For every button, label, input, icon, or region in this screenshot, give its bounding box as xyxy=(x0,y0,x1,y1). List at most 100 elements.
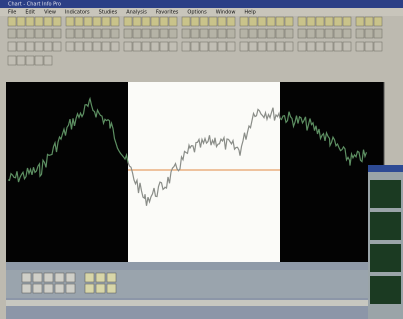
toolbar-button[interactable] xyxy=(26,29,34,38)
toolbar-button[interactable] xyxy=(325,29,333,38)
toolbar-button[interactable] xyxy=(8,17,16,26)
toolbar-button[interactable] xyxy=(209,17,217,26)
control-button[interactable] xyxy=(96,273,105,282)
toolbar-button[interactable] xyxy=(285,29,293,38)
toolbar-button[interactable] xyxy=(298,17,306,26)
toolbar-button[interactable] xyxy=(75,17,83,26)
toolbar-button[interactable] xyxy=(44,56,52,65)
toolbar-button[interactable] xyxy=(307,17,315,26)
control-button[interactable] xyxy=(66,284,75,293)
toolbar-button[interactable] xyxy=(102,29,110,38)
toolbar-button[interactable] xyxy=(93,17,101,26)
toolbar-button[interactable] xyxy=(124,42,132,51)
toolbar-button[interactable] xyxy=(191,29,199,38)
toolbar-button[interactable] xyxy=(267,42,275,51)
toolbar-button[interactable] xyxy=(343,42,351,51)
menu-item[interactable]: Edit xyxy=(25,10,35,16)
toolbar-button[interactable] xyxy=(133,17,141,26)
control-button[interactable] xyxy=(107,273,116,282)
toolbar-button[interactable] xyxy=(218,29,226,38)
control-button[interactable] xyxy=(66,273,75,282)
toolbar-button[interactable] xyxy=(240,17,248,26)
toolbar-button[interactable] xyxy=(17,42,25,51)
toolbar-button[interactable] xyxy=(142,42,150,51)
toolbar-button[interactable] xyxy=(325,42,333,51)
toolbar-button[interactable] xyxy=(365,42,373,51)
menu-item[interactable]: Analysis xyxy=(126,10,147,16)
toolbar-button[interactable] xyxy=(240,42,248,51)
toolbar-button[interactable] xyxy=(307,29,315,38)
toolbar-button[interactable] xyxy=(374,29,382,38)
toolbar-button[interactable] xyxy=(160,17,168,26)
toolbar-button[interactable] xyxy=(182,29,190,38)
toolbar-button[interactable] xyxy=(249,42,257,51)
toolbar-button[interactable] xyxy=(75,29,83,38)
toolbar-button[interactable] xyxy=(258,17,266,26)
toolbar-button[interactable] xyxy=(169,17,177,26)
toolbar-button[interactable] xyxy=(44,17,52,26)
toolbar-button[interactable] xyxy=(17,56,25,65)
toolbar-button[interactable] xyxy=(200,17,208,26)
toolbar-button[interactable] xyxy=(169,29,177,38)
toolbar-button[interactable] xyxy=(8,29,16,38)
toolbar-button[interactable] xyxy=(343,17,351,26)
menu-item[interactable]: Window xyxy=(216,10,236,16)
toolbar-button[interactable] xyxy=(75,42,83,51)
toolbar-button[interactable] xyxy=(356,42,364,51)
toolbar-button[interactable] xyxy=(133,29,141,38)
toolbar-button[interactable] xyxy=(182,17,190,26)
toolbar-button[interactable] xyxy=(66,29,74,38)
toolbar-button[interactable] xyxy=(35,17,43,26)
menu-item[interactable]: Options xyxy=(187,10,207,16)
toolbar-button[interactable] xyxy=(124,29,132,38)
menu-item[interactable]: View xyxy=(44,10,56,16)
toolbar-button[interactable] xyxy=(169,42,177,51)
toolbar-button[interactable] xyxy=(17,29,25,38)
toolbar-button[interactable] xyxy=(35,42,43,51)
toolbar-button[interactable] xyxy=(356,29,364,38)
toolbar-button[interactable] xyxy=(191,17,199,26)
toolbar-button[interactable] xyxy=(307,42,315,51)
control-button[interactable] xyxy=(22,273,31,282)
toolbar-button[interactable] xyxy=(84,42,92,51)
toolbar-button[interactable] xyxy=(249,29,257,38)
toolbar-button[interactable] xyxy=(102,17,110,26)
toolbar-button[interactable] xyxy=(200,29,208,38)
toolbar-button[interactable] xyxy=(316,42,324,51)
toolbar-button[interactable] xyxy=(334,42,342,51)
menu-item[interactable]: Studies xyxy=(99,10,118,16)
toolbar-button[interactable] xyxy=(276,17,284,26)
toolbar-button[interactable] xyxy=(276,42,284,51)
toolbar-button[interactable] xyxy=(191,42,199,51)
toolbar-button[interactable] xyxy=(8,56,16,65)
toolbar-button[interactable] xyxy=(182,42,190,51)
toolbar-button[interactable] xyxy=(316,17,324,26)
toolbar-button[interactable] xyxy=(8,42,16,51)
toolbar-button[interactable] xyxy=(267,17,275,26)
toolbar-button[interactable] xyxy=(298,29,306,38)
toolbar-button[interactable] xyxy=(102,42,110,51)
toolbar-button[interactable] xyxy=(227,29,235,38)
toolbar-button[interactable] xyxy=(53,42,61,51)
toolbar-button[interactable] xyxy=(200,42,208,51)
control-button[interactable] xyxy=(85,284,94,293)
toolbar-button[interactable] xyxy=(374,17,382,26)
toolbar-button[interactable] xyxy=(209,42,217,51)
toolbar-button[interactable] xyxy=(142,17,150,26)
toolbar-button[interactable] xyxy=(285,17,293,26)
toolbar-button[interactable] xyxy=(160,42,168,51)
menu-item[interactable]: File xyxy=(8,10,16,16)
toolbar-button[interactable] xyxy=(218,17,226,26)
toolbar-button[interactable] xyxy=(26,42,34,51)
toolbar-button[interactable] xyxy=(66,17,74,26)
toolbar-button[interactable] xyxy=(142,29,150,38)
toolbar-button[interactable] xyxy=(124,17,132,26)
control-button[interactable] xyxy=(107,284,116,293)
toolbar-button[interactable] xyxy=(44,29,52,38)
toolbar-button[interactable] xyxy=(365,17,373,26)
toolbar-button[interactable] xyxy=(316,29,324,38)
toolbar-button[interactable] xyxy=(26,17,34,26)
toolbar-button[interactable] xyxy=(160,29,168,38)
toolbar-button[interactable] xyxy=(93,42,101,51)
menu-item[interactable]: Help xyxy=(244,10,255,16)
